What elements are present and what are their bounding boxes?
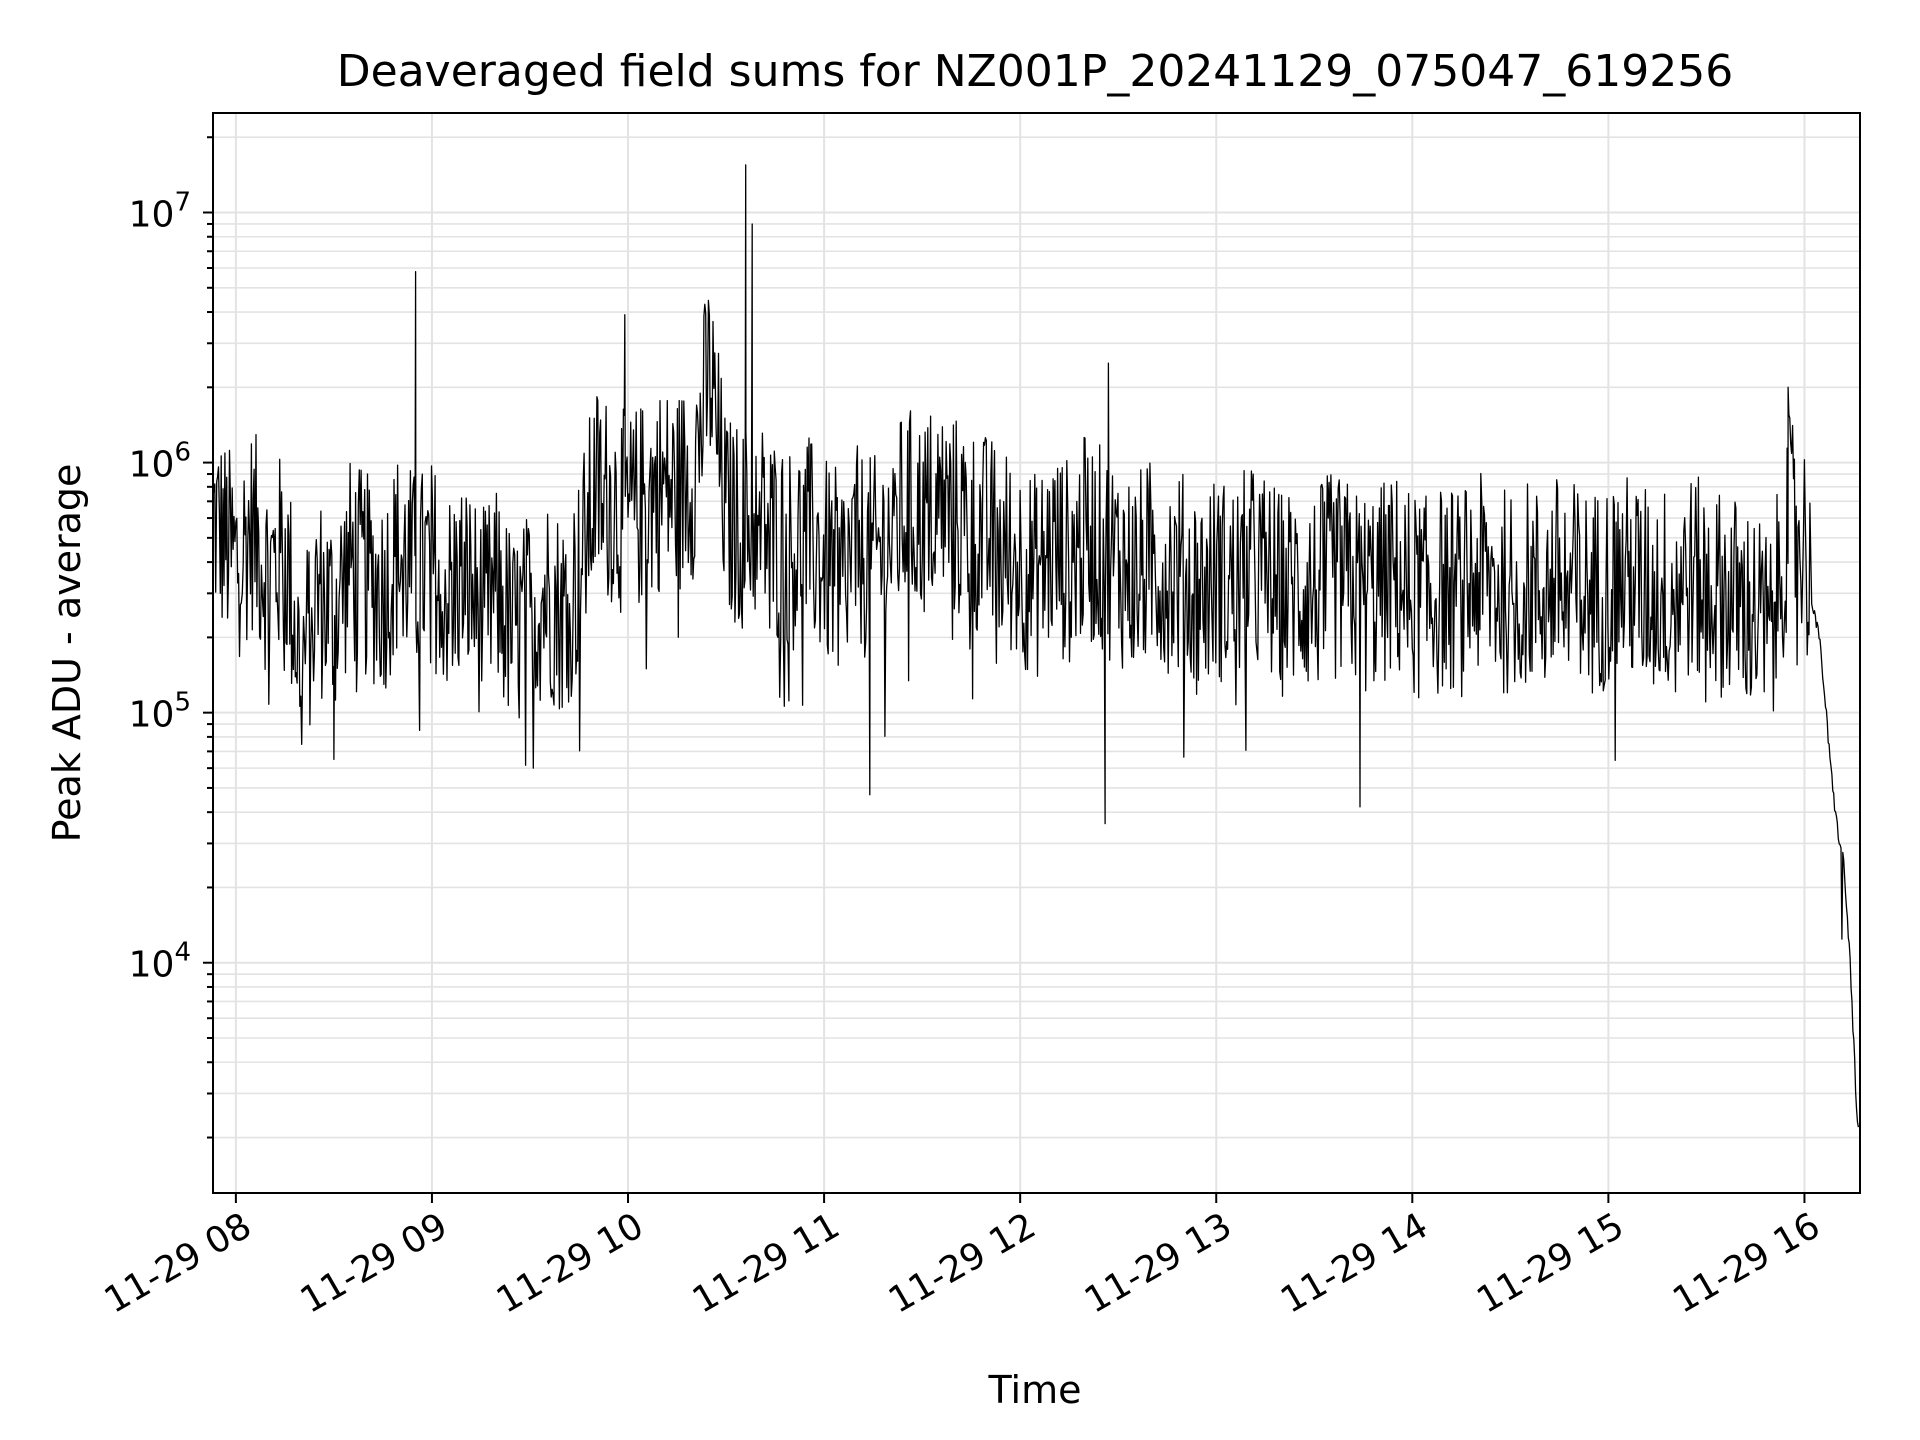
y-tick-label: 105: [129, 688, 191, 736]
y-tick-label: 107: [129, 188, 191, 236]
y-axis-label: Peak ADU - average: [45, 464, 89, 843]
plot-area: [212, 164, 1860, 1128]
chart-title: Deaveraged field sums for NZ001P_2024112…: [337, 46, 1733, 97]
series-line: [212, 164, 1860, 1128]
y-axis: 104 105 106 107: [129, 136, 213, 1139]
y-tick-label: 106: [129, 438, 191, 486]
y-tick-label: 104: [129, 938, 191, 986]
axes-frame: [212, 112, 1861, 1194]
x-axis-label: Time: [988, 1368, 1082, 1412]
